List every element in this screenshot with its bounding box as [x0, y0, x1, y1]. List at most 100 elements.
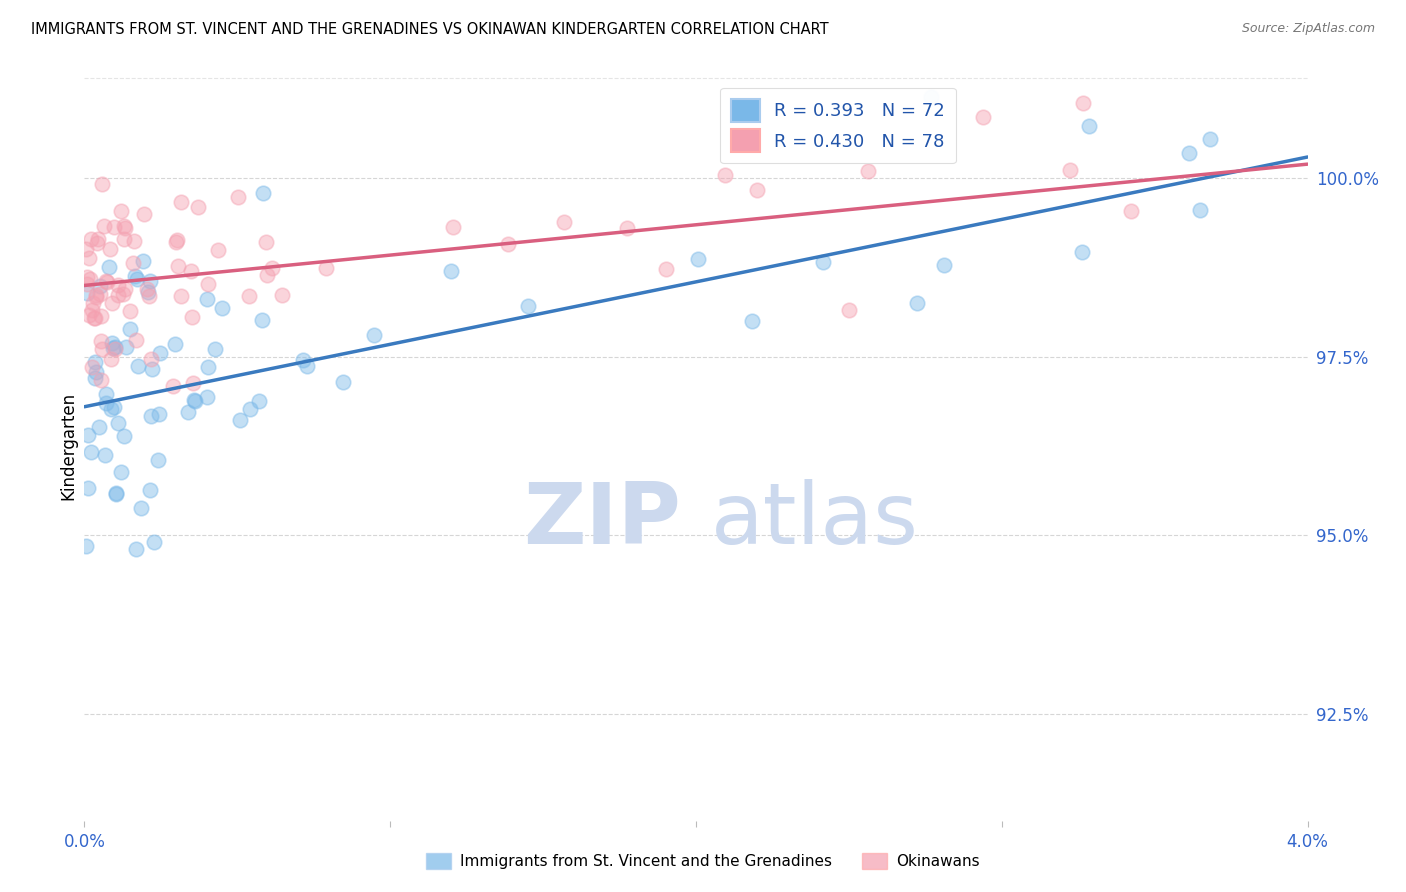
- Point: [75, 242, 97, 256]
- Point: [1121, 204, 1143, 219]
- Point: [114, 282, 136, 296]
- Point: [197, 360, 219, 375]
- Point: [163, 336, 186, 351]
- Point: [105, 487, 128, 501]
- Point: [129, 501, 152, 516]
- Point: [107, 288, 129, 302]
- Point: [132, 207, 155, 221]
- Point: [77, 308, 100, 322]
- Point: [239, 401, 262, 416]
- Point: [103, 400, 125, 414]
- Point: [498, 237, 520, 252]
- Point: [315, 260, 337, 275]
- Point: [195, 390, 218, 404]
- Point: [122, 256, 145, 270]
- Point: [197, 277, 219, 291]
- Point: [139, 483, 162, 498]
- Point: [90, 342, 112, 356]
- Point: [1071, 96, 1094, 111]
- Point: [441, 220, 464, 235]
- Point: [110, 203, 132, 218]
- Point: [714, 169, 737, 183]
- Point: [94, 396, 117, 410]
- Point: [136, 282, 159, 296]
- Point: [125, 542, 148, 557]
- Point: [686, 252, 709, 267]
- Point: [162, 378, 184, 392]
- Point: [87, 420, 110, 434]
- Point: [183, 392, 205, 407]
- Legend: Immigrants from St. Vincent and the Grenadines, Okinawans: Immigrants from St. Vincent and the Gren…: [420, 847, 986, 875]
- Point: [180, 310, 202, 324]
- Point: [741, 314, 763, 328]
- Point: [1070, 244, 1092, 259]
- Point: [82, 303, 104, 318]
- Point: [112, 219, 135, 233]
- Point: [238, 289, 260, 303]
- Point: [181, 376, 204, 391]
- Point: [90, 310, 112, 324]
- Point: [1199, 131, 1222, 145]
- Point: [80, 359, 103, 374]
- Point: [132, 254, 155, 268]
- Point: [107, 417, 129, 431]
- Point: [166, 233, 188, 247]
- Point: [75, 539, 97, 553]
- Point: [226, 190, 249, 204]
- Point: [103, 219, 125, 234]
- Point: [146, 452, 169, 467]
- Point: [148, 407, 170, 421]
- Point: [97, 260, 120, 274]
- Point: [104, 343, 127, 357]
- Point: [167, 259, 190, 273]
- Point: [905, 296, 928, 310]
- Point: [76, 482, 98, 496]
- Point: [79, 272, 101, 286]
- Point: [177, 405, 200, 419]
- Point: [187, 200, 209, 214]
- Point: [440, 263, 463, 277]
- Point: [94, 448, 117, 462]
- Point: [82, 295, 104, 310]
- Point: [204, 343, 226, 357]
- Point: [124, 333, 146, 347]
- Point: [107, 277, 129, 292]
- Point: [83, 311, 105, 326]
- Point: [363, 328, 385, 343]
- Y-axis label: Kindergarten: Kindergarten: [59, 392, 77, 500]
- Point: [516, 299, 538, 313]
- Point: [256, 268, 278, 282]
- Point: [295, 359, 318, 373]
- Point: [250, 313, 273, 327]
- Point: [291, 353, 314, 368]
- Point: [86, 236, 108, 251]
- Point: [100, 352, 122, 367]
- Point: [96, 274, 118, 288]
- Point: [112, 428, 135, 442]
- Point: [84, 290, 107, 304]
- Point: [811, 255, 834, 269]
- Point: [136, 285, 159, 299]
- Point: [207, 243, 229, 257]
- Point: [124, 235, 146, 249]
- Point: [96, 386, 118, 401]
- Point: [229, 413, 252, 427]
- Point: [141, 409, 163, 423]
- Legend: R = 0.393   N = 72, R = 0.430   N = 78: R = 0.393 N = 72, R = 0.430 N = 78: [720, 88, 956, 163]
- Point: [101, 336, 124, 351]
- Point: [90, 334, 112, 348]
- Point: [125, 271, 148, 285]
- Text: ZIP: ZIP: [523, 479, 681, 563]
- Point: [118, 303, 141, 318]
- Text: atlas: atlas: [711, 479, 920, 563]
- Point: [98, 242, 121, 256]
- Point: [93, 219, 115, 233]
- Point: [104, 340, 127, 354]
- Point: [83, 354, 105, 368]
- Point: [170, 289, 193, 303]
- Point: [142, 535, 165, 549]
- Text: IMMIGRANTS FROM ST. VINCENT AND THE GRENADINES VS OKINAWAN KINDERGARTEN CORRELAT: IMMIGRANTS FROM ST. VINCENT AND THE GREN…: [31, 22, 828, 37]
- Point: [332, 376, 354, 390]
- Point: [655, 262, 678, 277]
- Point: [934, 258, 956, 272]
